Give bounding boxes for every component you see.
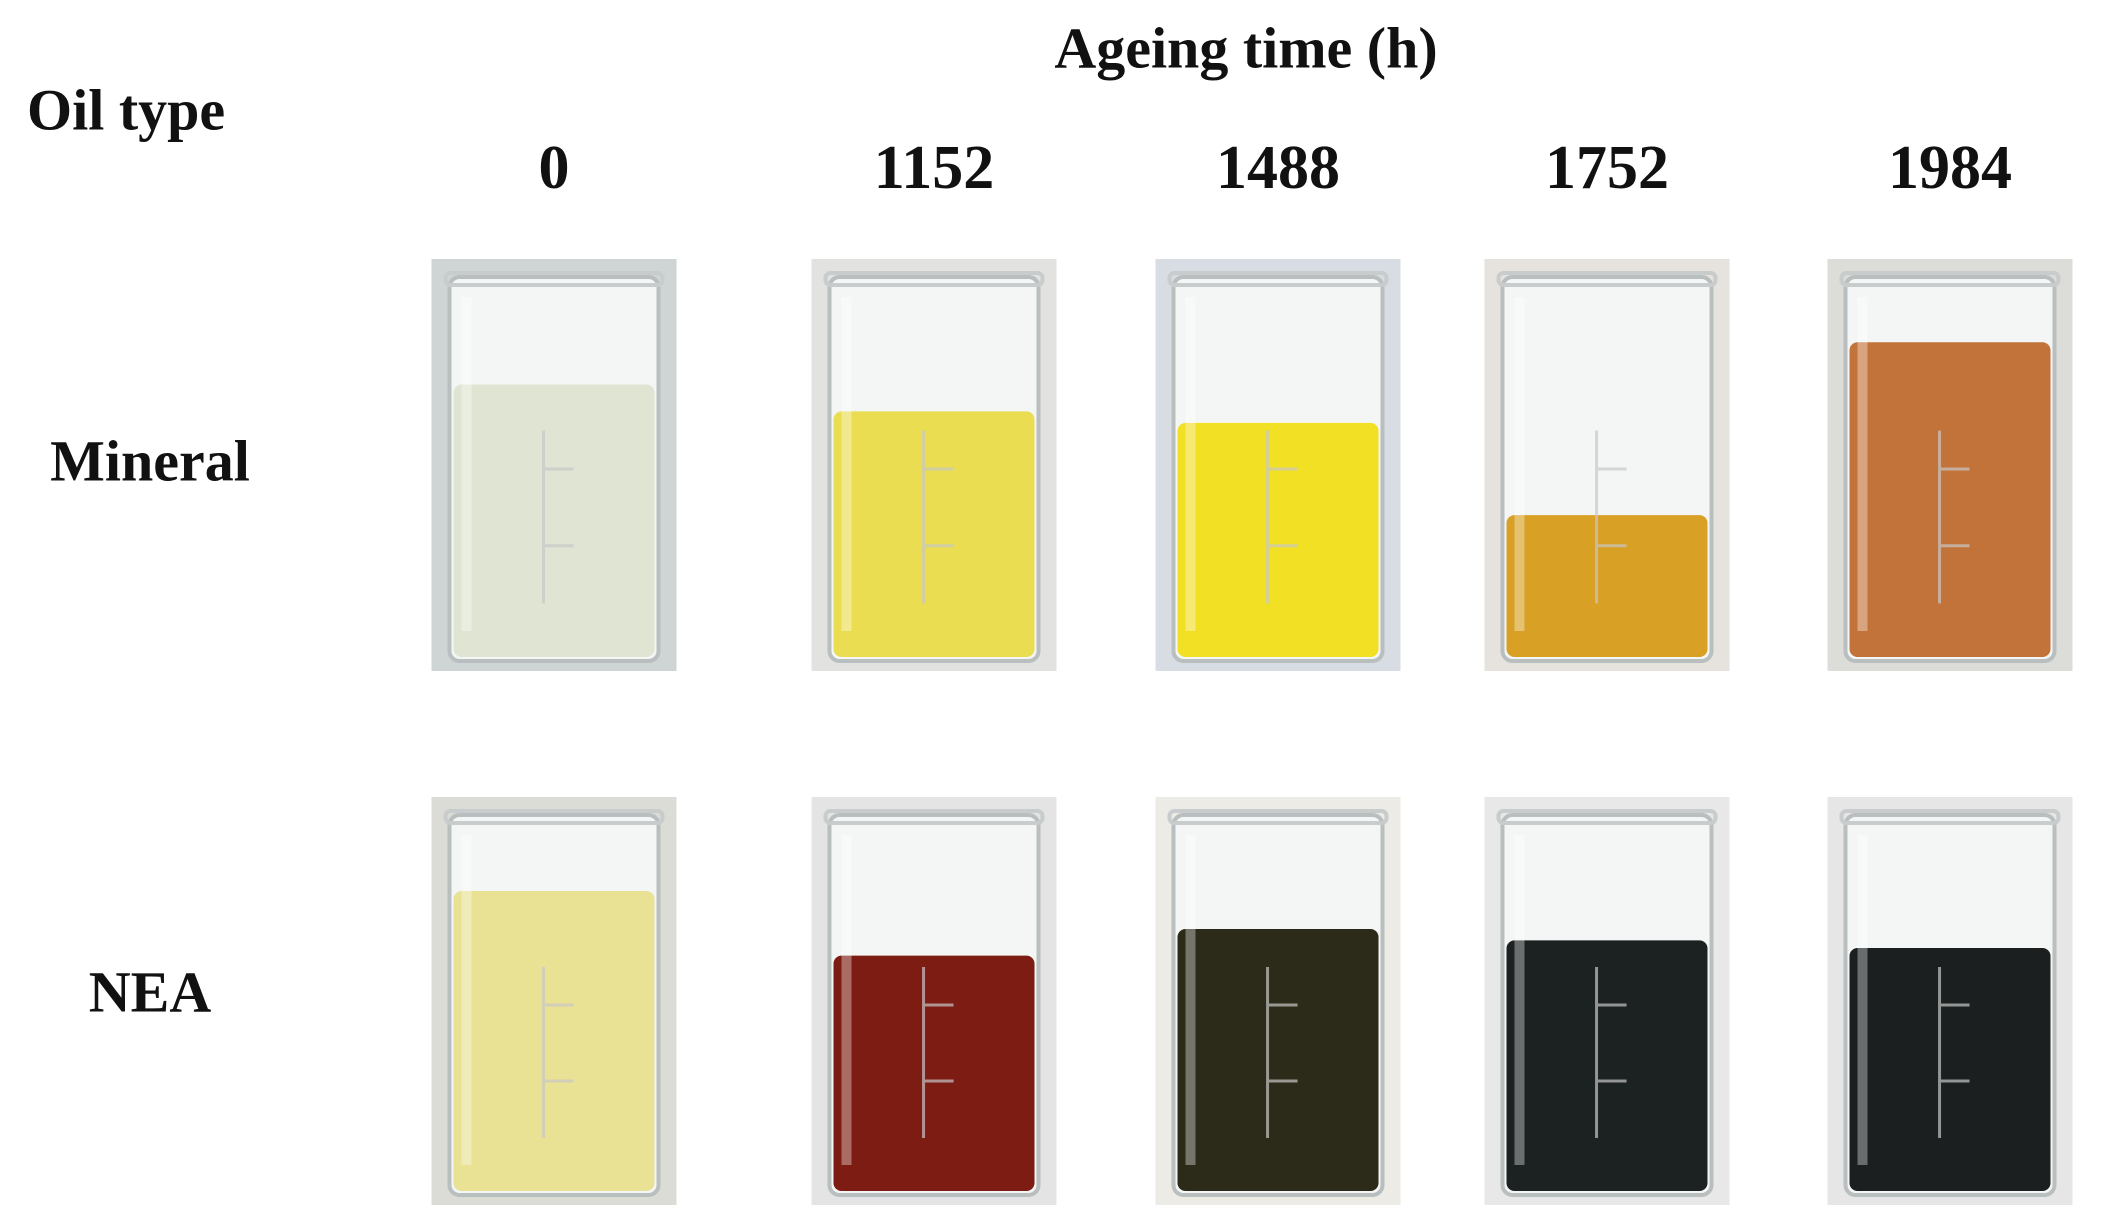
- liquid: [1849, 948, 2051, 1191]
- glass-highlight: [1514, 297, 1525, 631]
- column-label: 0: [539, 134, 570, 202]
- column-label: 1488: [1216, 134, 1340, 202]
- graduation-marks: [922, 430, 954, 604]
- beaker-photo: [1155, 797, 1401, 1205]
- beaker-photo: [1484, 797, 1730, 1205]
- liquid: [833, 955, 1035, 1191]
- row-label: Mineral: [50, 428, 250, 493]
- glass-rim: [1167, 271, 1389, 287]
- beaker-photo: [811, 259, 1057, 671]
- glass-highlight: [1185, 835, 1196, 1165]
- glass-highlight: [1857, 297, 1868, 631]
- glass-highlight: [1514, 835, 1525, 1165]
- glass-rim: [1839, 809, 2061, 825]
- liquid: [1849, 342, 2051, 657]
- graduation-marks: [1266, 967, 1298, 1138]
- glass-rim: [443, 809, 665, 825]
- row-header: Oil type: [27, 77, 225, 142]
- beaker-photo: [811, 797, 1057, 1205]
- glass-rim: [823, 271, 1045, 287]
- glass-rim: [1167, 809, 1389, 825]
- graduation-marks: [1266, 430, 1298, 604]
- glass-highlight: [461, 297, 472, 631]
- glass-rim: [1839, 271, 2061, 287]
- glass-highlight: [461, 835, 472, 1165]
- liquid: [453, 384, 655, 657]
- liquid: [453, 891, 655, 1191]
- beaker-photo: [1484, 259, 1730, 671]
- beaker-photo: [1155, 259, 1401, 671]
- column-label: 1752: [1545, 134, 1669, 202]
- beaker-photo: [1827, 259, 2073, 671]
- graduation-marks: [542, 430, 574, 604]
- glass-highlight: [841, 297, 852, 631]
- liquid: [1177, 929, 1379, 1191]
- glass-rim: [1496, 271, 1718, 287]
- row-label: NEA: [89, 959, 212, 1024]
- graduation-marks: [922, 967, 954, 1138]
- graduation-marks: [542, 967, 574, 1138]
- liquid: [1506, 940, 1708, 1191]
- beaker-photo: [431, 797, 677, 1205]
- column-label: 1984: [1888, 134, 2012, 202]
- column-label: 1152: [874, 134, 995, 202]
- graduation-marks: [1595, 967, 1627, 1138]
- column-header: Ageing time (h): [1054, 15, 1437, 80]
- liquid: [1177, 422, 1379, 657]
- glass-highlight: [841, 835, 852, 1165]
- liquid: [833, 411, 1035, 657]
- glass-rim: [443, 271, 665, 287]
- glass-highlight: [1185, 297, 1196, 631]
- graduation-marks: [1938, 967, 1970, 1138]
- beaker-photo: [431, 259, 677, 671]
- glass-rim: [1496, 809, 1718, 825]
- graduation-marks: [1938, 430, 1970, 604]
- liquid: [1506, 515, 1708, 657]
- graduation-marks: [1595, 430, 1627, 604]
- glass-highlight: [1857, 835, 1868, 1165]
- beaker-photo: [1827, 797, 2073, 1205]
- glass-rim: [823, 809, 1045, 825]
